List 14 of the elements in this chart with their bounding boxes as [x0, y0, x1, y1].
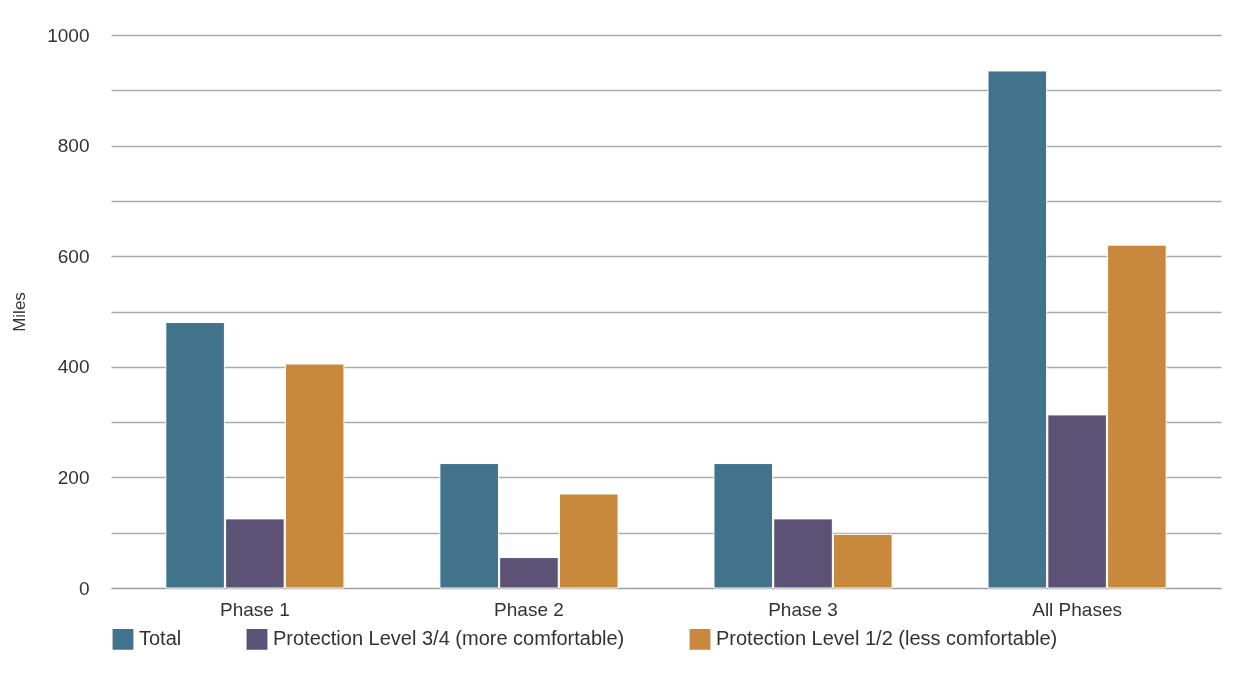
- legend-label: Protection Level 3/4 (more comfortable): [273, 627, 625, 650]
- x-tick-label: All Phases: [1032, 598, 1122, 620]
- y-tick-label: 800: [57, 135, 90, 157]
- legend-label: Protection Level 1/2 (less comfortable): [716, 627, 1058, 650]
- legend-label: Total: [139, 627, 182, 650]
- y-tick-label: 200: [57, 466, 90, 488]
- y-tick-label: 0: [78, 577, 90, 599]
- y-axis-title: Miles: [10, 292, 30, 332]
- x-tick-label: Phase 3: [768, 598, 838, 620]
- x-tick-label: Phase 2: [494, 598, 564, 620]
- y-tick-label: 600: [57, 245, 90, 267]
- y-tick-label: 1000: [47, 24, 90, 46]
- x-tick-label: Phase 1: [220, 598, 290, 620]
- y-tick-label: 400: [57, 356, 90, 378]
